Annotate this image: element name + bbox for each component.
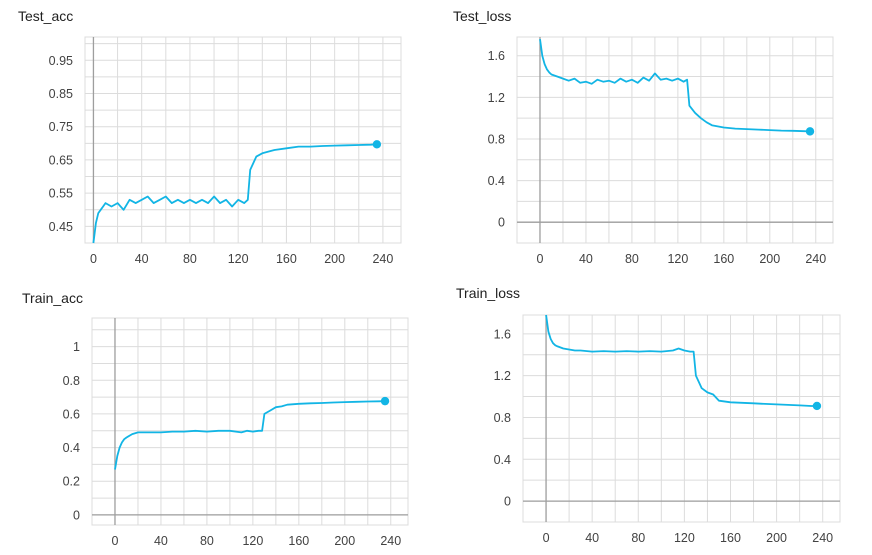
y-tick-label: 0.8	[488, 132, 505, 146]
y-tick-label: 0.8	[63, 374, 80, 388]
plot-border	[522, 314, 841, 523]
y-tick-label: 0.2	[63, 475, 80, 489]
x-tick-label: 120	[667, 252, 688, 266]
x-tick-label: 160	[276, 252, 297, 266]
x-tick-label: 80	[625, 252, 639, 266]
y-tick-label: 0.75	[49, 120, 73, 134]
x-tick-label: 0	[543, 531, 550, 545]
plot-border	[91, 317, 409, 526]
series-end-marker[interactable]	[372, 140, 382, 149]
y-tick-label: 1.6	[488, 49, 505, 63]
plot-border	[84, 36, 402, 244]
x-tick-label: 80	[631, 531, 645, 545]
x-tick-label: 0	[90, 252, 97, 266]
plot-train-loss: 0 40 80 120 160 200 240 0 0.4 0.8 1.2 1.6	[494, 314, 841, 545]
x-tick-label: 160	[720, 531, 741, 545]
chart-title: Test_acc	[18, 8, 74, 24]
x-tick-label: 200	[334, 534, 355, 548]
chart-title: Train_acc	[22, 290, 83, 306]
plot-border	[516, 36, 834, 244]
y-tick-label: 0.4	[494, 453, 511, 467]
y-tick-label: 1.2	[494, 369, 511, 383]
x-tick-label: 40	[585, 531, 599, 545]
x-tick-label: 0	[537, 252, 544, 266]
y-tick-label: 0	[73, 508, 80, 522]
plot-train-acc: 0 40 80 120 160 200 240 0 0.2 0.4 0.6 0.8 1	[63, 317, 409, 548]
y-tick-label: 1.2	[488, 91, 505, 105]
series-end-marker[interactable]	[812, 401, 822, 411]
x-tick-label: 40	[154, 534, 168, 548]
x-tick-label: 160	[713, 252, 734, 266]
y-tick-label: 0.6	[63, 407, 80, 421]
series-line	[92, 143, 377, 244]
x-tick-label: 120	[228, 252, 249, 266]
x-tick-label: 120	[242, 534, 263, 548]
y-tick-label: 1.6	[494, 327, 511, 341]
x-tick-label: 40	[579, 252, 593, 266]
y-tick-label: 0.95	[49, 54, 73, 68]
y-tick-label: 0.4	[488, 174, 505, 188]
plot-test-acc: 0 40 80 120 160 200 240 0.45 0.55 0.65 0.75 0.85 0.9…	[49, 36, 402, 266]
x-tick-label: 120	[674, 531, 695, 545]
x-tick-label: 200	[759, 252, 780, 266]
y-tick-label: 0.85	[49, 87, 73, 101]
series-end-marker[interactable]	[380, 396, 390, 406]
y-tick-label: 0.4	[63, 441, 80, 455]
chart-title: Train_loss	[456, 285, 521, 301]
y-tick-label: 0	[504, 495, 511, 509]
plot-test-loss: 0 40 80 120 160 200 240 0 0.4 0.8 1.2 1.6	[488, 36, 834, 266]
y-tick-label: 0.55	[49, 187, 73, 201]
x-tick-label: 40	[135, 252, 149, 266]
x-tick-label: 200	[324, 252, 345, 266]
series-line	[114, 400, 386, 470]
y-tick-label: 0.65	[49, 153, 73, 167]
x-tick-label: 240	[805, 252, 826, 266]
series-line	[545, 314, 817, 407]
y-tick-label: 0	[498, 216, 505, 230]
y-tick-label: 1	[73, 340, 80, 354]
x-tick-label: 160	[288, 534, 309, 548]
y-tick-label: 0.45	[49, 220, 73, 234]
x-tick-label: 240	[812, 531, 833, 545]
x-tick-label: 80	[183, 252, 197, 266]
x-tick-label: 240	[372, 252, 393, 266]
x-tick-label: 0	[112, 534, 119, 548]
x-tick-label: 240	[380, 534, 401, 548]
y-tick-label: 0.8	[494, 411, 511, 425]
series-end-marker[interactable]	[805, 127, 815, 136]
series-line	[539, 38, 811, 133]
x-tick-label: 200	[766, 531, 787, 545]
chart-title: Test_loss	[453, 8, 512, 24]
x-tick-label: 80	[200, 534, 214, 548]
